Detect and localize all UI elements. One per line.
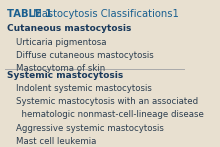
Text: Mast cell leukemia: Mast cell leukemia <box>16 137 97 146</box>
Text: Aggressive systemic mastocytosis: Aggressive systemic mastocytosis <box>16 124 164 133</box>
Text: Systemic mastocytosis with an associated: Systemic mastocytosis with an associated <box>16 97 198 106</box>
Text: TABLE 1: TABLE 1 <box>7 9 52 19</box>
Text: Indolent systemic mastocytosis: Indolent systemic mastocytosis <box>16 84 152 93</box>
Text: Systemic mastocytosis: Systemic mastocytosis <box>7 71 123 80</box>
Text: hematologic nonmast-cell-lineage disease: hematologic nonmast-cell-lineage disease <box>16 110 204 120</box>
Text: Mastocytosis Classifications1: Mastocytosis Classifications1 <box>30 9 179 19</box>
Text: Urticaria pigmentosa: Urticaria pigmentosa <box>16 38 107 47</box>
Text: Diffuse cutaneous mastocytosis: Diffuse cutaneous mastocytosis <box>16 51 154 60</box>
Text: Mastocytoma of skin: Mastocytoma of skin <box>16 64 106 73</box>
Text: Cutaneous mastocytosis: Cutaneous mastocytosis <box>7 24 131 34</box>
